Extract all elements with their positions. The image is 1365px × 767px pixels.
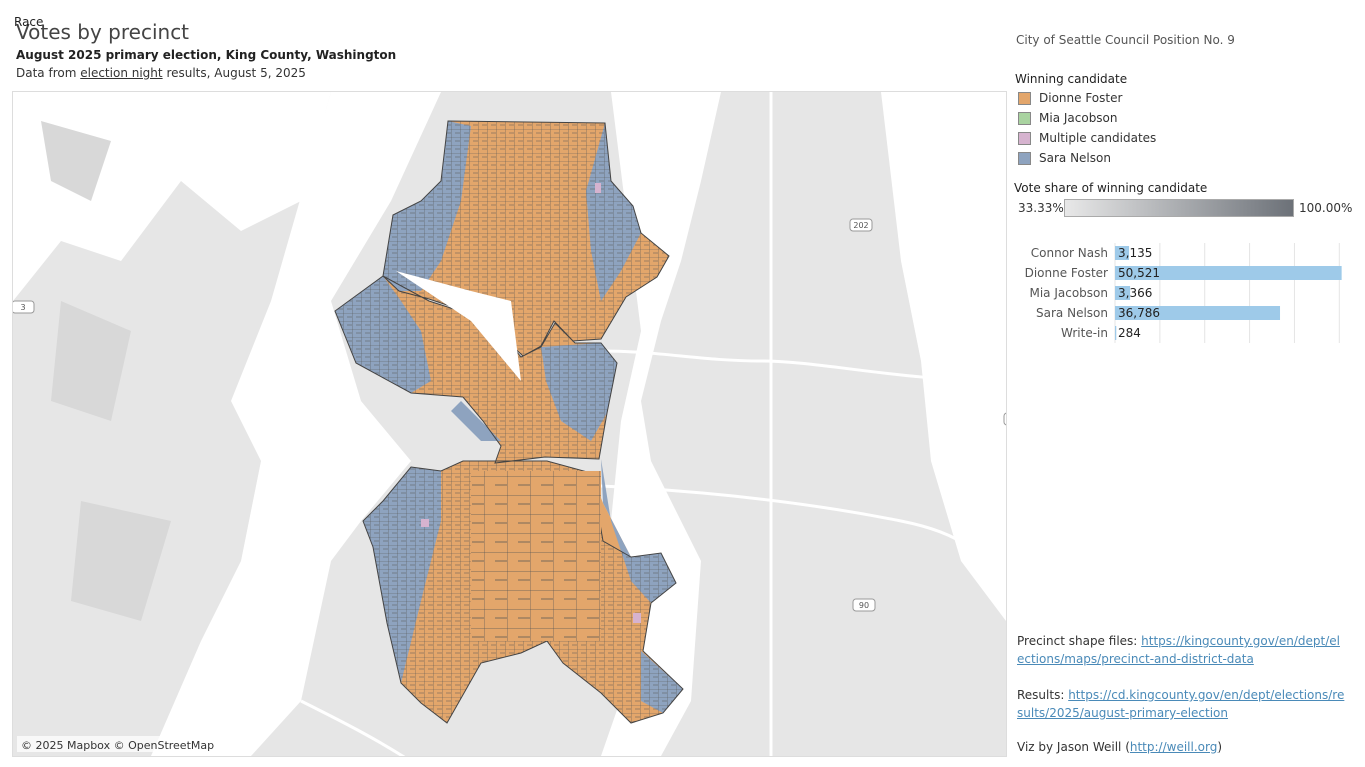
footer-shapes: Precinct shape files: https://kingcounty… bbox=[1017, 632, 1347, 668]
attribution: © 2025 Mapbox © OpenStreetMap bbox=[21, 739, 214, 752]
legend-title: Winning candidate bbox=[1015, 72, 1128, 86]
results-label: Results: bbox=[1017, 688, 1065, 702]
vote-share-title: Vote share of winning candidate bbox=[1014, 181, 1208, 195]
category-label: Write-in bbox=[1061, 326, 1108, 340]
filter-value[interactable]: City of Seattle Council Position No. 9 bbox=[1016, 33, 1235, 47]
legend-swatch bbox=[1018, 111, 1031, 125]
attribution-bg bbox=[17, 736, 199, 752]
source: Data from election night results, August… bbox=[16, 66, 306, 80]
road-shield bbox=[852, 598, 876, 612]
value-label: 50,521 bbox=[1118, 266, 1160, 280]
road-label: 90 bbox=[859, 601, 869, 610]
footer-credit: Viz by Jason Weill (http://weill.org) bbox=[1017, 740, 1222, 754]
bar-chart: Connor Nash 3,135 Dionne Foster 50,521 Mia J… bbox=[1025, 243, 1342, 343]
credit-prefix: Viz by Jason Weill ( bbox=[1017, 740, 1130, 754]
source-prefix: Data from bbox=[16, 66, 77, 80]
bar bbox=[1115, 306, 1281, 320]
legend-swatch bbox=[1018, 91, 1031, 105]
legend-label: Mia Jacobson bbox=[1039, 111, 1118, 125]
legend-label: Multiple candidates bbox=[1039, 131, 1157, 145]
bar bbox=[1115, 326, 1117, 340]
bar bbox=[1115, 266, 1342, 280]
shapes-label: Precinct shape files: bbox=[1017, 634, 1138, 648]
vote-share-max: 100.00% bbox=[1299, 201, 1353, 215]
road-shield bbox=[849, 218, 873, 232]
category-label: Connor Nash bbox=[1031, 246, 1108, 260]
credit-url[interactable]: http://weill.org bbox=[1129, 740, 1218, 754]
shapes-url[interactable]: https://kingcounty.gov/en/dept/elections… bbox=[1017, 634, 1340, 666]
legend-item: Sara Nelson bbox=[1018, 148, 1156, 168]
vote-share-min: 33.33% bbox=[1018, 201, 1064, 215]
value-label: 36,786 bbox=[1118, 306, 1160, 320]
road-label: 202 bbox=[853, 221, 868, 230]
legend-label: Sara Nelson bbox=[1039, 151, 1111, 165]
road-shield bbox=[1003, 412, 1006, 426]
road-label: 3 bbox=[20, 303, 25, 312]
source-link[interactable]: election night bbox=[80, 66, 163, 80]
bar bbox=[1115, 246, 1130, 260]
credit-suffix: ) bbox=[1217, 740, 1223, 754]
footer-results: Results: https://cd.kingcounty.gov/en/de… bbox=[1017, 686, 1347, 722]
legend-label: Dionne Foster bbox=[1039, 91, 1123, 105]
category-label: Mia Jacobson bbox=[1029, 286, 1108, 300]
results-url[interactable]: https://cd.kingcounty.gov/en/dept/electi… bbox=[1017, 688, 1345, 720]
map[interactable]: 202202901603© 2025 Mapbox © OpenStreetMa… bbox=[12, 91, 1007, 757]
legend-swatch bbox=[1018, 131, 1031, 145]
legend: Dionne Foster Mia Jacobson Multiple candid… bbox=[1018, 88, 1156, 168]
road-shield bbox=[13, 300, 35, 314]
precincts bbox=[334, 120, 684, 724]
source-suffix: results, August 5, 2025 bbox=[166, 66, 306, 80]
base-map bbox=[13, 92, 1006, 756]
bar bbox=[1115, 286, 1131, 300]
title: Votes by precinct bbox=[16, 20, 190, 44]
legend-item: Dionne Foster bbox=[1018, 88, 1156, 108]
category-label: Dionne Foster bbox=[1025, 266, 1108, 280]
category-label: Sara Nelson bbox=[1036, 306, 1108, 320]
legend-item: Mia Jacobson bbox=[1018, 108, 1156, 128]
legend-item: Multiple candidates bbox=[1018, 128, 1156, 148]
subtitle: August 2025 primary election, King Count… bbox=[16, 48, 397, 62]
value-label: 3,366 bbox=[1118, 286, 1152, 300]
vote-share-gradient bbox=[1064, 199, 1294, 217]
filter-label: Race bbox=[14, 15, 44, 29]
value-label: 3,135 bbox=[1118, 246, 1152, 260]
value-label: 284 bbox=[1118, 326, 1141, 340]
legend-swatch bbox=[1018, 151, 1031, 165]
